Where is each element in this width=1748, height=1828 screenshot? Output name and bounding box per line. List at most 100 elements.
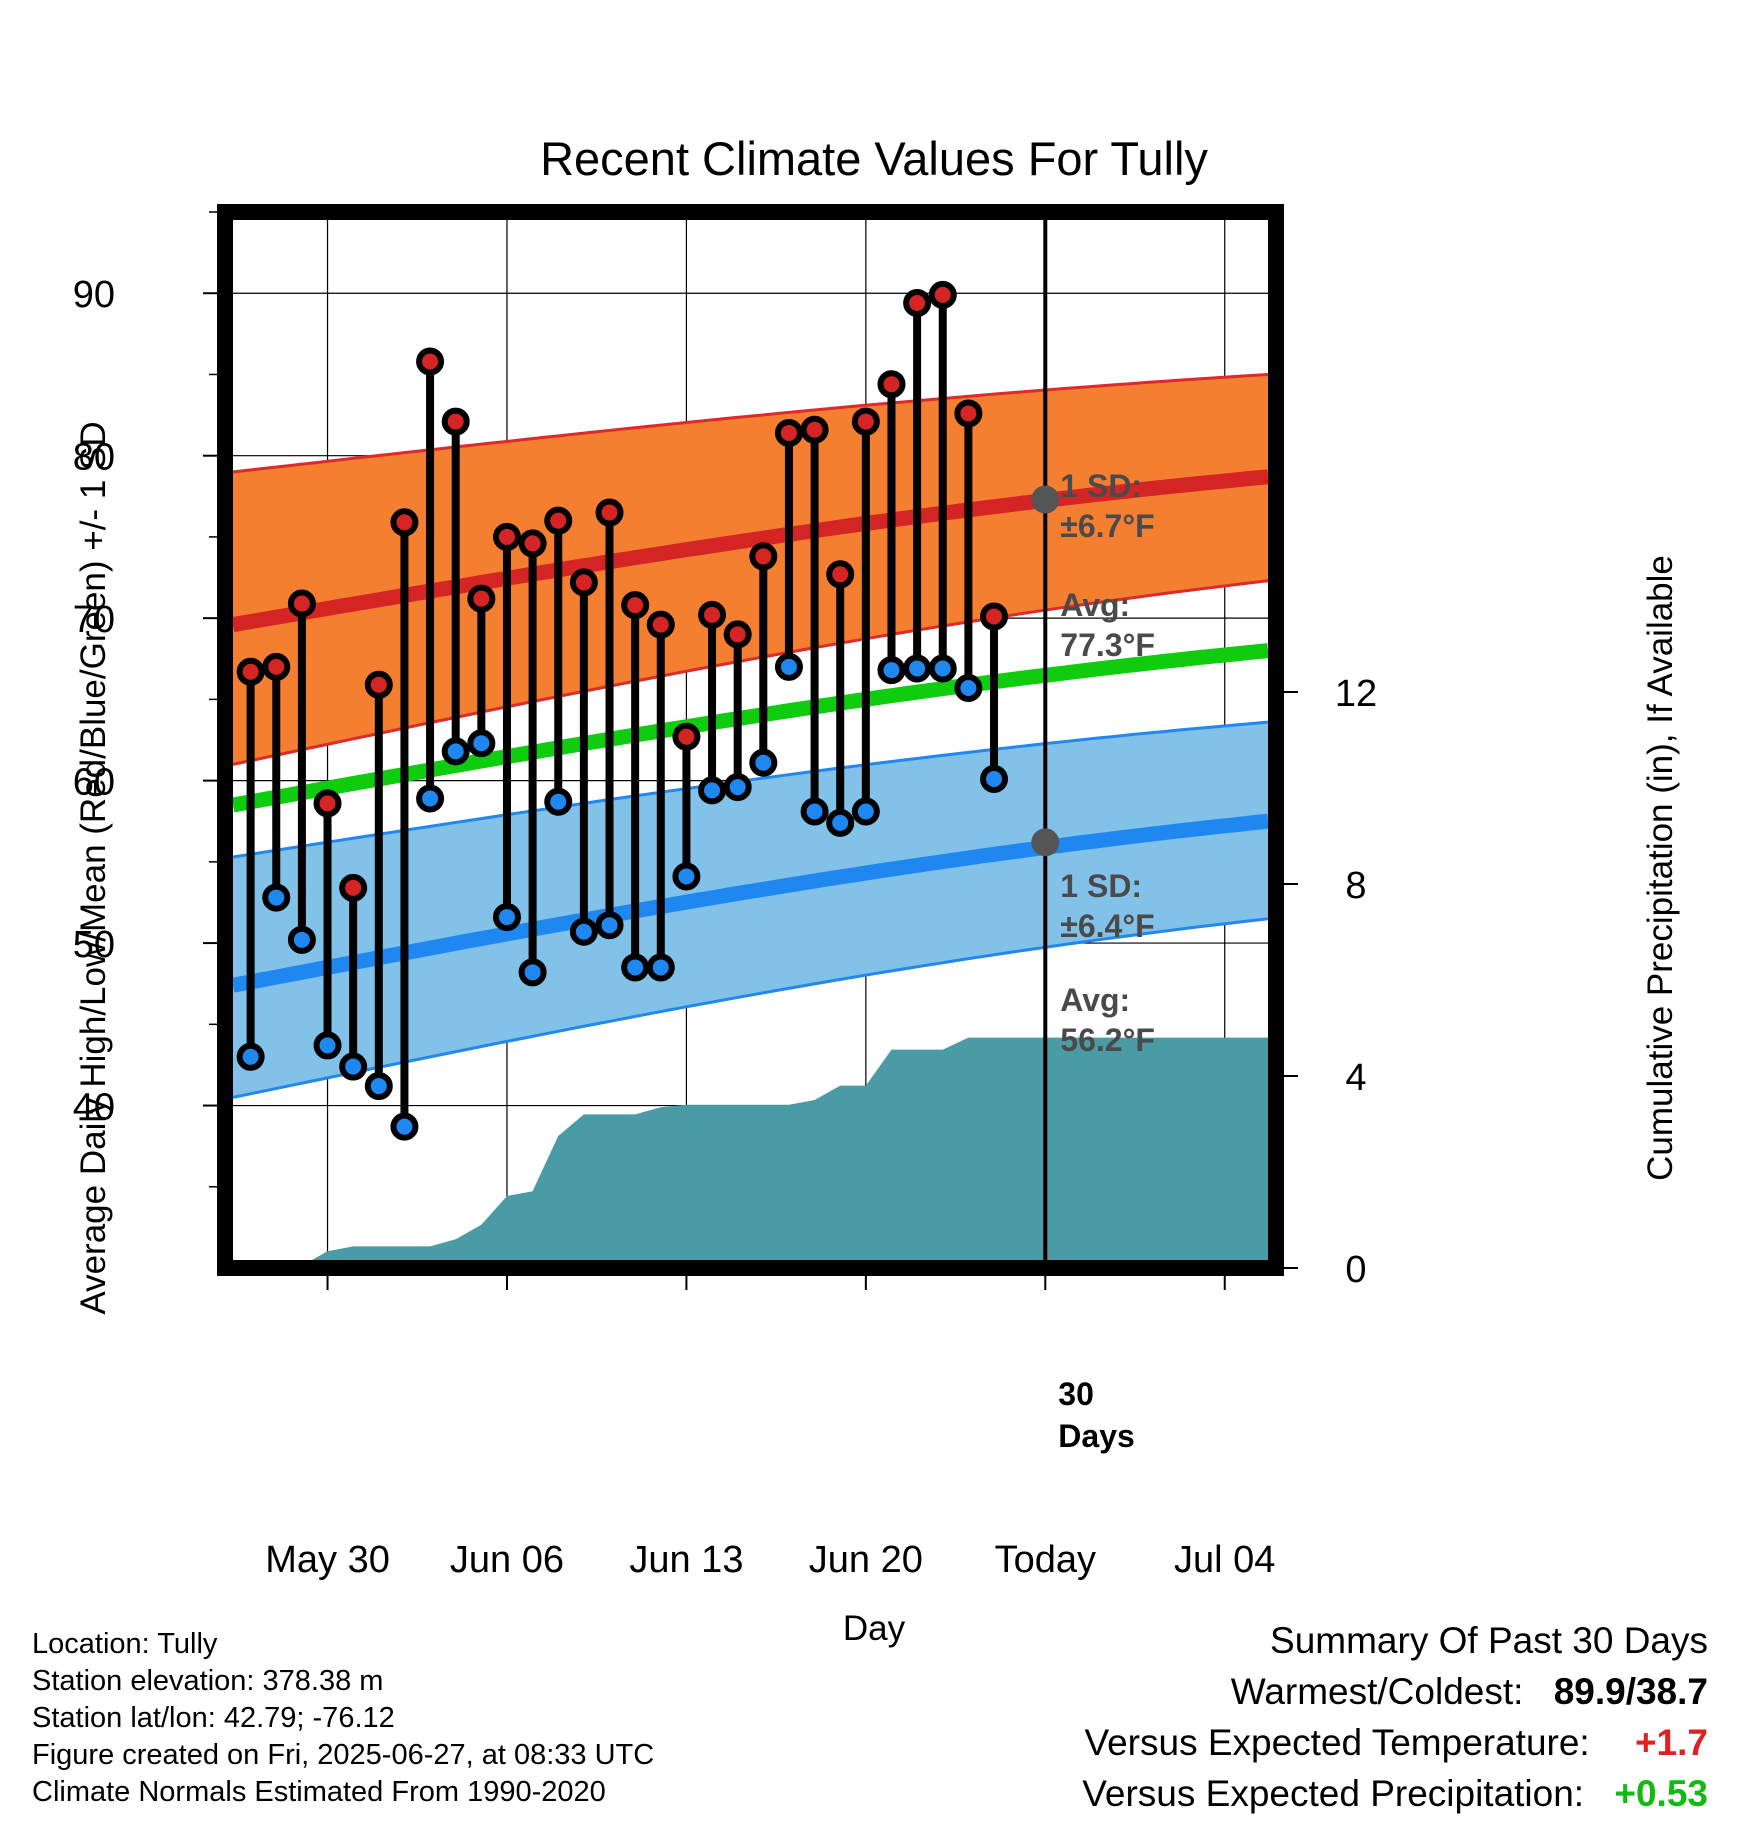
- high-point: [595, 498, 624, 527]
- latlon-text: Station lat/lon: 42.79; -76.12: [32, 1702, 395, 1734]
- y-axis-label-right: Cumulative Precipitation (in), If Availa…: [1641, 555, 1680, 1181]
- today-low-avg-marker: [1031, 828, 1060, 857]
- y-tick-label-left: 60: [73, 762, 115, 804]
- low-point: [980, 764, 1009, 793]
- warm-cold-label: Warmest/Coldest:: [1230, 1671, 1524, 1712]
- created-text: Figure created on Fri, 2025-06-27, at 08…: [32, 1739, 655, 1771]
- low-point: [544, 787, 573, 816]
- low-point: [954, 674, 983, 703]
- high-point: [749, 542, 778, 571]
- summary-title: Summary Of Past 30 Days: [1270, 1620, 1708, 1661]
- x-tick-label: Today: [995, 1539, 1096, 1581]
- low-avg-label: Avg:: [1060, 982, 1130, 1018]
- low-point: [851, 797, 880, 826]
- summary-temp: Versus Expected Temperature: +1.7: [1082, 1722, 1708, 1773]
- high-point: [544, 506, 573, 535]
- normals-text: Climate Normals Estimated From 1990-2020: [32, 1776, 606, 1808]
- summary-warm-cold: Warmest/Coldest: 89.9/38.7: [1082, 1671, 1708, 1722]
- high-point: [492, 522, 521, 551]
- high-point: [672, 722, 701, 751]
- low-point: [364, 1072, 393, 1101]
- high-sd-label: 1 SD:: [1060, 468, 1142, 504]
- normal-bands: [232, 373, 1269, 1099]
- y-tick-label-right: 12: [1335, 673, 1377, 715]
- today-high-avg-marker: [1031, 485, 1060, 514]
- low-point: [262, 883, 291, 912]
- temp-label: Versus Expected Temperature:: [1084, 1722, 1590, 1763]
- low-point: [287, 925, 316, 954]
- low-point: [928, 654, 957, 683]
- low-point: [698, 776, 727, 805]
- low-point: [903, 654, 932, 683]
- high-point: [774, 418, 803, 447]
- observations: [236, 280, 1009, 1141]
- y-tick-label-left: 90: [73, 274, 115, 316]
- days-label-number: 30: [1058, 1376, 1094, 1412]
- elevation-text: Station elevation: 378.38 m: [32, 1665, 384, 1697]
- high-point: [467, 584, 496, 613]
- low-point: [646, 953, 675, 982]
- plot-frame: [217, 204, 1284, 1276]
- high-point: [800, 415, 829, 444]
- y-tick-label-right: 0: [1345, 1249, 1366, 1291]
- high-point: [851, 407, 880, 436]
- low-point: [390, 1112, 419, 1141]
- low-point: [339, 1052, 368, 1081]
- axis-ticks: 40 50 60 70 80 90 0 4 8 12 May 30 Jun 06 Jun 13 Jun 2…: [73, 211, 1377, 1581]
- high-point: [441, 407, 470, 436]
- high-point: [698, 600, 727, 629]
- y-tick-label-left: 50: [73, 924, 115, 966]
- summary-precip: Versus Expected Precipitation: +0.53: [1082, 1773, 1708, 1824]
- high-point: [980, 602, 1009, 631]
- low-point: [800, 797, 829, 826]
- low-avg-value: 56.2°F: [1060, 1022, 1155, 1058]
- high-sd-value: ±6.7°F: [1060, 508, 1154, 544]
- low-point: [826, 808, 855, 837]
- precip-area: [233, 1037, 1268, 1268]
- low-point: [492, 903, 521, 932]
- station-info: Location: Tully Station elevation: 378.3…: [32, 1626, 654, 1811]
- high-point: [339, 873, 368, 902]
- high-avg-value: 77.3°F: [1060, 627, 1155, 663]
- low-point: [877, 656, 906, 685]
- low-point: [595, 911, 624, 940]
- y-tick-label-right: 4: [1345, 1057, 1366, 1099]
- low-sd-band: [233, 722, 1268, 1098]
- location-text: Location: Tully: [32, 1628, 218, 1660]
- low-point: [672, 862, 701, 891]
- precipitation-area: [233, 1037, 1268, 1268]
- high-point: [313, 789, 342, 818]
- high-point: [646, 610, 675, 639]
- precip-label: Versus Expected Precipitation:: [1082, 1773, 1585, 1814]
- high-point: [903, 288, 932, 317]
- high-point: [287, 589, 316, 618]
- low-point: [518, 958, 547, 987]
- plot-border: [217, 204, 1284, 1276]
- low-point: [621, 953, 650, 982]
- y-tick-label-left: 70: [73, 599, 115, 641]
- x-tick-label: Jun 20: [809, 1539, 923, 1581]
- days-label-text: Days: [1058, 1418, 1135, 1454]
- high-sd-band: [233, 374, 1268, 765]
- x-tick-label: Jun 06: [450, 1539, 564, 1581]
- high-point: [877, 370, 906, 399]
- high-point: [928, 280, 957, 309]
- y-axis-label-left: Average Daily High/Low/Mean (Red/Blue/Gr…: [74, 421, 113, 1314]
- high-point: [416, 347, 445, 376]
- precip-value: +0.53: [1614, 1773, 1708, 1814]
- high-point: [954, 399, 983, 428]
- low-sd-value: ±6.4°F: [1060, 908, 1154, 944]
- high-point: [723, 620, 752, 649]
- high-point: [518, 529, 547, 558]
- chart-title: Recent Climate Values For Tully: [540, 132, 1208, 185]
- high-point: [569, 568, 598, 597]
- high-point: [390, 508, 419, 537]
- x-tick-label: May 30: [265, 1539, 390, 1581]
- y-tick-label-left: 40: [73, 1087, 115, 1129]
- summary-panel: Summary Of Past 30 Days Warmest/Coldest:…: [1082, 1620, 1708, 1824]
- low-point: [416, 784, 445, 813]
- high-point: [826, 560, 855, 589]
- high-avg-label: Avg:: [1060, 587, 1130, 623]
- warm-cold-value: 89.9/38.7: [1553, 1671, 1708, 1712]
